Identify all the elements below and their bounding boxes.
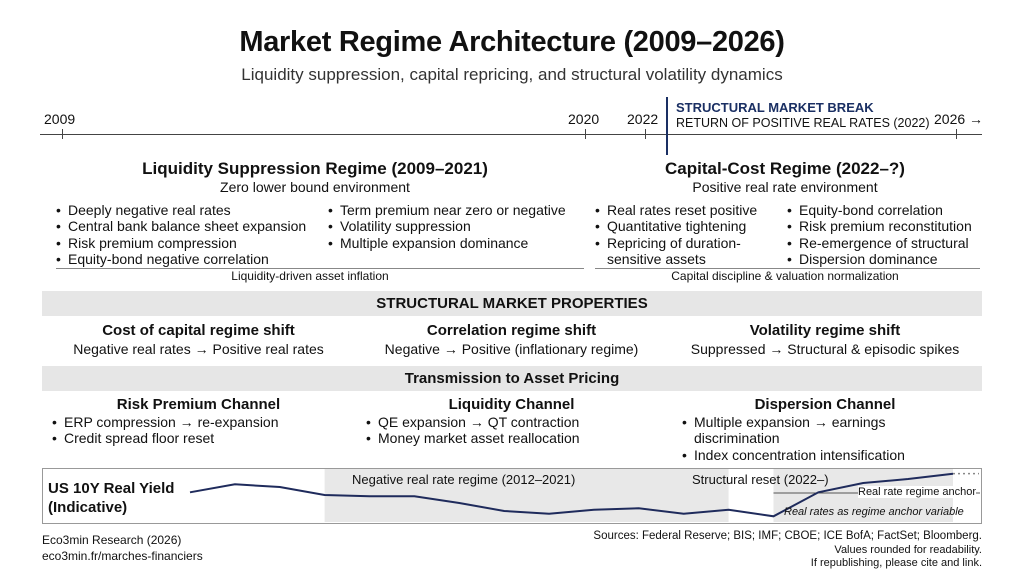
timeline-tick [62, 129, 63, 139]
regime-liquidity-title: Liquidity Suppression Regime (2009–2021) [142, 159, 488, 178]
transmission-band-title: Transmission to Asset Pricing [404, 370, 620, 387]
property-cost-title: Cost of capital regime shift [102, 322, 295, 339]
timeline-end-label: 2026 → [934, 111, 984, 127]
footer-url[interactable]: eco3min.fr/marches-financiers [42, 549, 203, 563]
timeline-start-label: 2009 [44, 111, 76, 127]
regime-liquidity-divider [56, 268, 584, 269]
regime-liquidity-caption: Liquidity-driven asset inflation [170, 269, 450, 283]
list-item: Re-emergence of structural [787, 235, 987, 252]
list-item: Central bank balance sheet expansion [56, 218, 326, 235]
timeline-2020-label: 2020 [568, 111, 600, 127]
property-volatility-desc: Suppressed → Structural & episodic spike… [690, 341, 960, 357]
footer-publisher: Eco3min Research (2026) [42, 533, 182, 547]
chart-annotation-anchor-variable: Real rates as regime anchor variable [784, 506, 964, 518]
list-item: Term premium near zero or negative [328, 202, 578, 219]
regime-capital-caption: Capital discipline & valuation normaliza… [660, 269, 910, 283]
real-yield-chart-frame [42, 468, 982, 524]
list-item: Volatility suppression [328, 218, 578, 235]
transmission-band: Transmission to Asset Pricing [42, 366, 982, 391]
timeline-tick [645, 129, 646, 139]
channel-liquidity-bullets: QE expansion → QT contraction Money mark… [366, 414, 666, 447]
regime-capital-divider [595, 268, 980, 269]
structural-break-marker [666, 97, 668, 155]
regime-liquidity-bullets-right: Term premium near zero or negative Volat… [328, 202, 578, 251]
page-title: Market Regime Architecture (2009–2026) [239, 26, 785, 58]
list-item: Dispersion dominance [787, 251, 987, 268]
regime-liquidity-subtitle: Zero lower bound environment [220, 179, 410, 195]
channel-dispersion-bullets: Multiple expansion → earnings discrimina… [682, 414, 922, 463]
regime-capital-bullets-right: Equity-bond correlation Risk premium rec… [787, 202, 987, 267]
chart-title: US 10Y Real Yield (Indicative) [48, 480, 175, 516]
real-yield-series-line [189, 472, 954, 518]
timeline-axis [40, 134, 982, 135]
list-item: Risk premium reconstitution [787, 218, 987, 235]
list-item: Equity-bond correlation [787, 202, 987, 219]
regime-capital-subtitle: Positive real rate environment [692, 179, 878, 195]
channel-risk-premium-bullets: ERP compression → re-expansion Credit sp… [52, 414, 342, 447]
list-item: Multiple expansion dominance [328, 235, 578, 252]
structural-break-title: STRUCTURAL MARKET BREAK [676, 100, 874, 115]
timeline-tick [956, 129, 957, 139]
list-item: Risk premium compression [56, 235, 326, 252]
regime-capital-bullets-left: Real rates reset positive Quantitative t… [595, 202, 775, 267]
list-item: Real rates reset positive [595, 202, 775, 219]
chart-annotation-reset: Structural reset (2022–) [692, 472, 829, 487]
list-item: Equity-bond negative correlation [56, 251, 326, 268]
property-correlation-title: Correlation regime shift [426, 322, 597, 339]
regime-liquidity-bullets-left: Deeply negative real rates Central bank … [56, 202, 326, 267]
property-volatility-title: Volatility regime shift [749, 322, 901, 339]
footer-rounding-note: Values rounded for readability. [834, 544, 982, 556]
property-cost-desc: Negative real rates → Positive real rate… [73, 341, 324, 357]
footer-republish-note: If republishing, please cite and link. [810, 557, 982, 569]
list-item: Multiple expansion → earnings discrimina… [682, 414, 922, 447]
timeline-2022-label: 2022 [627, 111, 659, 127]
property-correlation-desc: Negative → Positive (inflationary regime… [384, 341, 639, 357]
list-item: Deeply negative real rates [56, 202, 326, 219]
list-item: QE expansion → QT contraction [366, 414, 666, 431]
chart-annotation-negative: Negative real rate regime (2012–2021) [352, 472, 576, 487]
structural-break-subtitle: RETURN OF POSITIVE REAL RATES (2022) [676, 116, 930, 130]
list-item: Index concentration intensification [682, 447, 922, 464]
properties-band-title: STRUCTURAL MARKET PROPERTIES [376, 295, 648, 312]
list-item: Repricing of duration-sensitive assets [595, 235, 775, 268]
chart-annotation-anchor: Real rate regime anchor [858, 486, 977, 498]
list-item: ERP compression → re-expansion [52, 414, 342, 431]
list-item: Credit spread floor reset [52, 430, 342, 447]
properties-band: STRUCTURAL MARKET PROPERTIES [42, 291, 982, 316]
list-item: Money market asset reallocation [366, 430, 666, 447]
page-subtitle: Liquidity suppression, capital repricing… [241, 65, 783, 84]
channel-risk-premium-title: Risk Premium Channel [116, 396, 281, 413]
regime-capital-title: Capital-Cost Regime (2022–?) [665, 159, 905, 178]
channel-liquidity-title: Liquidity Channel [448, 396, 575, 413]
timeline-tick [585, 129, 586, 139]
channel-dispersion-title: Dispersion Channel [754, 396, 896, 413]
list-item: Quantitative tightening [595, 218, 775, 235]
footer-sources: Sources: Federal Reserve; BIS; IMF; CBOE… [593, 530, 982, 542]
